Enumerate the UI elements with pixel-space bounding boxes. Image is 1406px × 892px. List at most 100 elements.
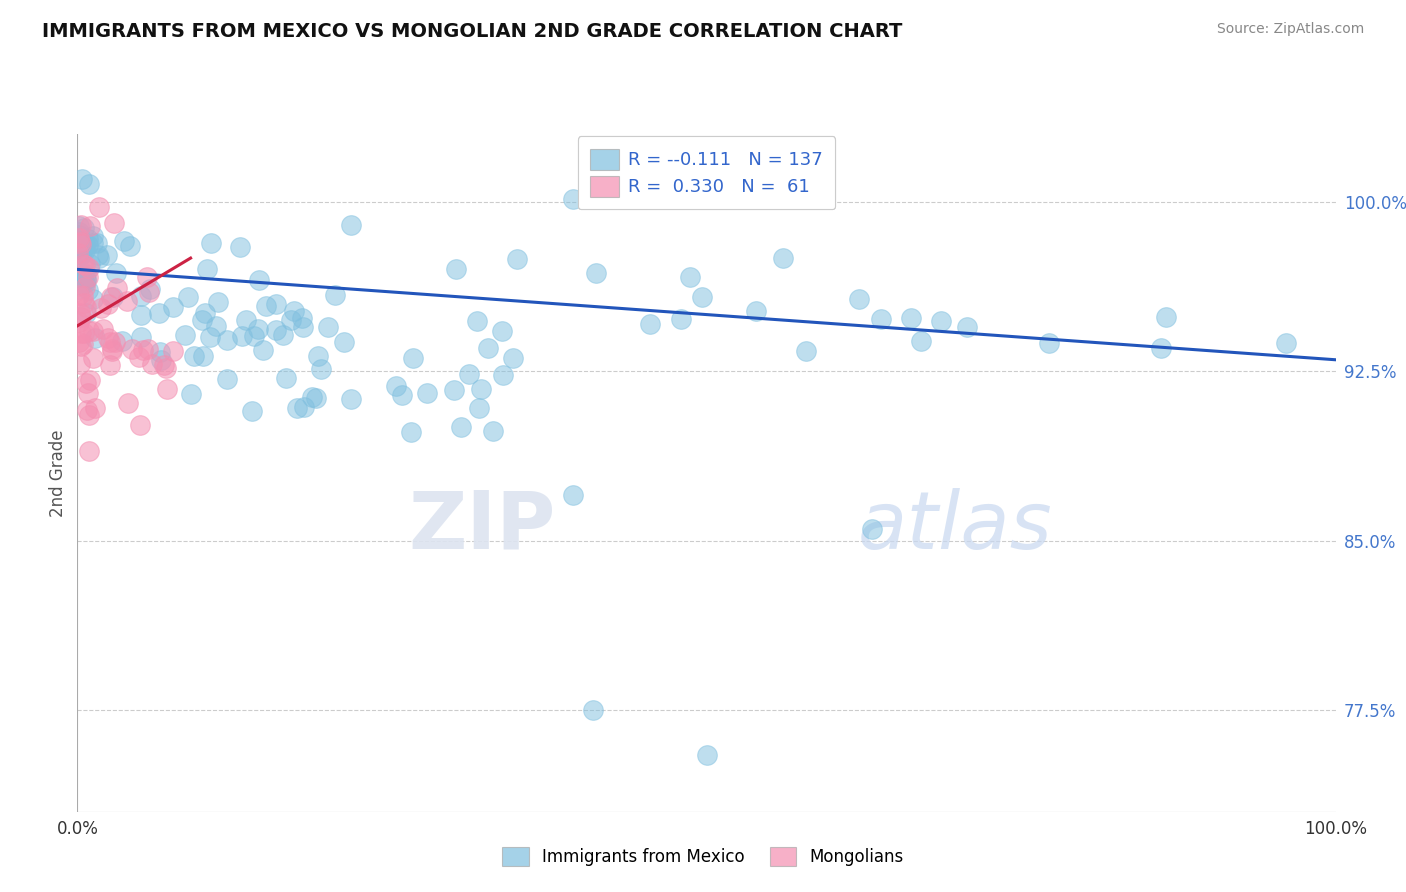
Point xyxy=(207,294,229,309)
Point xyxy=(87,248,110,262)
Point xyxy=(76,403,98,417)
Point xyxy=(235,313,257,327)
Point xyxy=(83,401,105,416)
Point xyxy=(240,404,263,418)
Point xyxy=(77,408,100,422)
Point xyxy=(247,273,270,287)
Point xyxy=(231,329,253,343)
Text: ZIP: ZIP xyxy=(408,488,555,566)
Point xyxy=(307,349,329,363)
Point xyxy=(77,238,100,252)
Point xyxy=(156,382,179,396)
Point xyxy=(468,401,491,415)
Point xyxy=(929,314,952,328)
Point xyxy=(956,319,979,334)
Point xyxy=(76,386,98,401)
Point xyxy=(132,343,155,357)
Point xyxy=(153,359,176,373)
Point xyxy=(72,239,94,253)
Point xyxy=(502,351,524,365)
Point xyxy=(96,247,118,261)
Point xyxy=(391,388,413,402)
Point xyxy=(671,311,693,326)
Point xyxy=(67,235,90,249)
Point xyxy=(446,261,468,276)
Point xyxy=(70,244,93,259)
Point xyxy=(301,390,323,404)
Point xyxy=(243,329,266,343)
Point xyxy=(84,331,107,345)
Point xyxy=(465,314,488,328)
Point xyxy=(75,273,97,287)
Point xyxy=(385,378,408,392)
Point xyxy=(217,371,239,385)
Point xyxy=(70,236,93,251)
Point xyxy=(401,425,423,439)
Point xyxy=(82,235,104,250)
Point xyxy=(91,321,114,335)
Point xyxy=(264,323,287,337)
Point xyxy=(910,334,932,348)
Point xyxy=(215,333,238,347)
Point xyxy=(450,419,472,434)
Point xyxy=(128,350,150,364)
Point xyxy=(316,320,339,334)
Point xyxy=(183,349,205,363)
Legend: R = --0.111   N = 137, R =  0.330   N =  61: R = --0.111 N = 137, R = 0.330 N = 61 xyxy=(578,136,835,210)
Point xyxy=(492,368,515,382)
Point xyxy=(77,270,100,285)
Point xyxy=(76,272,98,286)
Point xyxy=(98,358,121,372)
Point xyxy=(340,218,363,232)
Point xyxy=(470,382,492,396)
Point xyxy=(443,383,465,397)
Point xyxy=(67,244,90,258)
Point xyxy=(66,245,89,260)
Point xyxy=(97,331,120,345)
Point xyxy=(117,396,139,410)
Point xyxy=(67,287,90,301)
Point xyxy=(75,306,97,320)
Point xyxy=(70,172,93,186)
Point xyxy=(292,400,315,414)
Point xyxy=(1038,336,1060,351)
Point xyxy=(77,324,100,338)
Point xyxy=(77,444,100,458)
Point xyxy=(1274,336,1296,351)
Point xyxy=(104,266,127,280)
Point xyxy=(138,285,160,299)
Point xyxy=(177,290,200,304)
Point xyxy=(69,248,91,262)
Point xyxy=(82,324,104,338)
Point xyxy=(205,319,228,334)
Point xyxy=(67,335,90,350)
Point xyxy=(67,227,90,242)
Point xyxy=(280,313,302,327)
Point xyxy=(118,238,141,252)
Point xyxy=(678,269,700,284)
Point xyxy=(401,351,423,365)
Point xyxy=(416,385,439,400)
Point xyxy=(69,277,91,292)
Point xyxy=(585,267,607,281)
Point xyxy=(197,261,219,276)
Point xyxy=(198,330,221,344)
Point xyxy=(900,310,922,325)
Point xyxy=(254,299,277,313)
Point xyxy=(506,252,529,267)
Point xyxy=(82,229,104,244)
Point xyxy=(67,219,90,233)
Point xyxy=(1154,310,1177,324)
Point xyxy=(305,392,328,406)
Point xyxy=(155,360,177,375)
Point xyxy=(67,315,90,329)
Point xyxy=(72,337,94,351)
Point xyxy=(89,251,111,265)
Point xyxy=(100,290,122,304)
Point xyxy=(283,304,305,318)
Point xyxy=(69,248,91,262)
Point xyxy=(82,351,104,365)
Point xyxy=(129,308,152,322)
Point xyxy=(148,306,170,320)
Point xyxy=(290,311,312,326)
